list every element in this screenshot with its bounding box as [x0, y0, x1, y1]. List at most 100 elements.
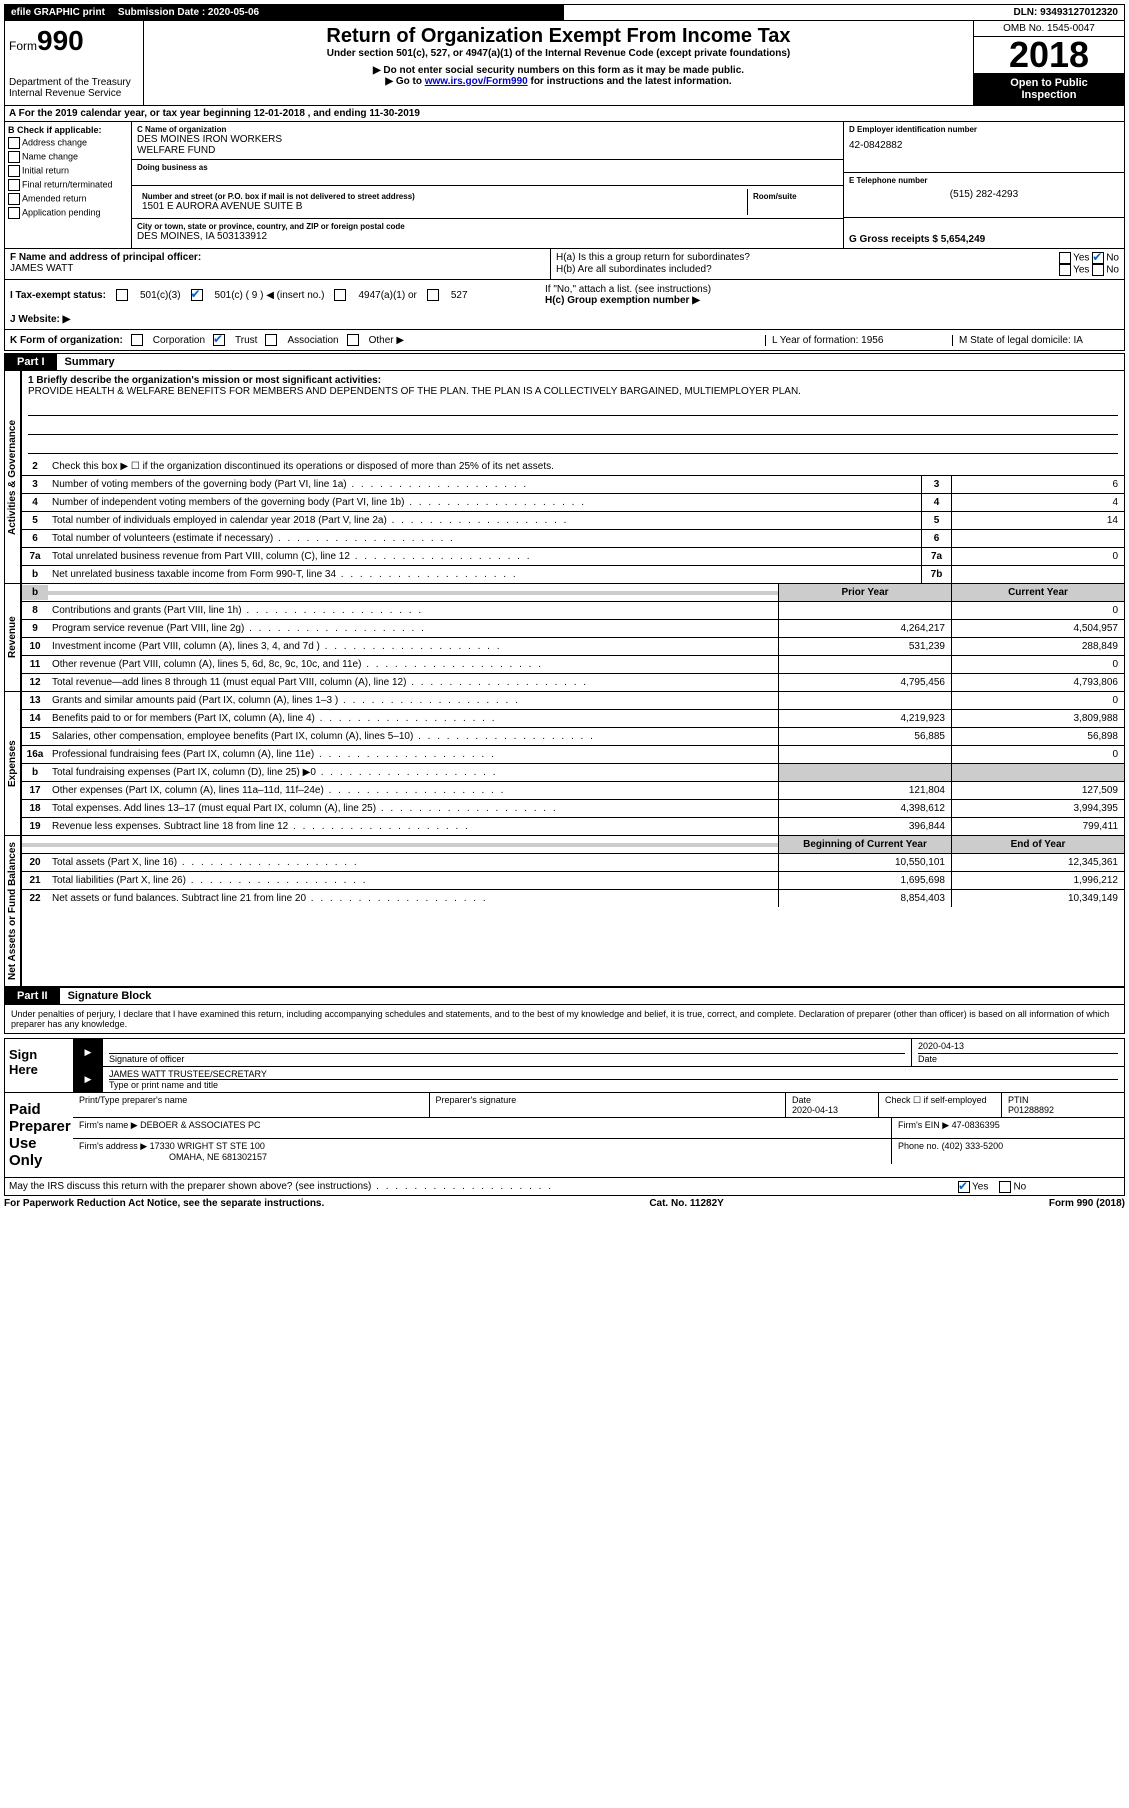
label-final-return: Final return/terminated [22, 179, 113, 189]
money-line: 11 Other revenue (Part VIII, column (A),… [22, 656, 1124, 674]
money-line: 16a Professional fundraising fees (Part … [22, 746, 1124, 764]
label-amended: Amended return [22, 193, 87, 203]
ha-no[interactable] [1092, 252, 1104, 264]
gov-line: b Net unrelated business taxable income … [22, 566, 1124, 583]
phone-value: (515) 282-4293 [849, 189, 1119, 200]
gov-line: 3 Number of voting members of the govern… [22, 476, 1124, 494]
sub3-pre: ▶ Go to [385, 76, 424, 87]
firm-ein-label: Firm's EIN ▶ [898, 1120, 949, 1130]
open-public: Open to Public Inspection [974, 73, 1124, 105]
ln-desc: Total number of volunteers (estimate if … [48, 531, 921, 546]
ln-desc: Total assets (Part X, line 16) [48, 855, 778, 870]
ln-box: 6 [921, 530, 951, 547]
tax-501c3[interactable] [116, 289, 128, 301]
discuss-yes[interactable] [958, 1181, 970, 1193]
ln-num: 4 [22, 495, 48, 510]
firm-ein: 47-0836395 [952, 1120, 1000, 1130]
prep-date: 2020-04-13 [792, 1105, 872, 1115]
k-trust[interactable] [213, 334, 225, 346]
money-line: 22 Net assets or fund balances. Subtract… [22, 890, 1124, 907]
ln-num: 8 [22, 603, 48, 618]
footer-right: Form 990 (2018) [1049, 1198, 1125, 1209]
hb-no[interactable] [1092, 264, 1104, 276]
ln-desc: Revenue less expenses. Subtract line 18 … [48, 819, 778, 834]
check-name-change[interactable] [8, 151, 20, 163]
col-boy: Beginning of Current Year [778, 836, 951, 853]
hb-yes[interactable] [1059, 264, 1071, 276]
money-line: 9 Program service revenue (Part VIII, li… [22, 620, 1124, 638]
ln-box: 7b [921, 566, 951, 583]
ln-current-year [951, 764, 1124, 781]
ha-label: H(a) Is this a group return for subordin… [556, 252, 750, 264]
tax-527[interactable] [427, 289, 439, 301]
k-other[interactable] [347, 334, 359, 346]
ln-num: 21 [22, 873, 48, 888]
check-app-pending[interactable] [8, 207, 20, 219]
declaration-text: Under penalties of perjury, I declare th… [4, 1005, 1125, 1034]
form-subtitle-3: ▶ Go to www.irs.gov/Form990 for instruct… [148, 76, 969, 87]
form-subtitle-2: ▶ Do not enter social security numbers o… [148, 65, 969, 76]
efile-button[interactable]: efile GRAPHIC print [5, 5, 112, 20]
col-prior-year: Prior Year [778, 584, 951, 601]
sig-name: JAMES WATT TRUSTEE/SECRETARY [109, 1069, 1118, 1080]
ln-box: 7a [921, 548, 951, 565]
ln-current-year: 12,345,361 [951, 854, 1124, 871]
label-name-change: Name change [22, 151, 78, 161]
ln-current-year: 1,996,212 [951, 872, 1124, 889]
ln-desc: Salaries, other compensation, employee b… [48, 729, 778, 744]
money-line: 12 Total revenue—add lines 8 through 11 … [22, 674, 1124, 691]
ln2-num: 2 [22, 459, 48, 474]
ln-desc: Net unrelated business taxable income fr… [48, 567, 921, 582]
k-corp-label: Corporation [153, 335, 205, 346]
discuss-no[interactable] [999, 1181, 1011, 1193]
open-line1: Open to Public [978, 77, 1120, 89]
box-h: H(a) Is this a group return for subordin… [551, 249, 1124, 279]
ln-desc: Program service revenue (Part VIII, line… [48, 621, 778, 636]
form990-link[interactable]: www.irs.gov/Form990 [425, 76, 528, 87]
k-corp[interactable] [131, 334, 143, 346]
ln-prior-year: 56,885 [778, 728, 951, 745]
box-c: C Name of organization DES MOINES IRON W… [132, 122, 844, 248]
k-trust-label: Trust [235, 335, 257, 346]
label-address-change: Address change [22, 137, 87, 147]
paid-preparer-label: Paid Preparer Use Only [5, 1093, 73, 1177]
ln-current-year: 0 [951, 602, 1124, 619]
footer: For Paperwork Reduction Act Notice, see … [4, 1196, 1125, 1211]
row-a-taxyear: A For the 2019 calendar year, or tax yea… [4, 106, 1125, 122]
k-assoc-label: Association [287, 335, 338, 346]
org-name-label: C Name of organization [137, 125, 838, 134]
ln-val [951, 566, 1124, 583]
ln-num: 14 [22, 711, 48, 726]
ha-yes[interactable] [1059, 252, 1071, 264]
box-f: F Name and address of principal officer:… [5, 249, 551, 279]
hb-label: H(b) Are all subordinates included? [556, 264, 712, 276]
ln-num: 9 [22, 621, 48, 636]
tax-501c[interactable] [191, 289, 203, 301]
money-line: 14 Benefits paid to or for members (Part… [22, 710, 1124, 728]
ln-num: 12 [22, 675, 48, 690]
check-amended[interactable] [8, 193, 20, 205]
check-initial-return[interactable] [8, 165, 20, 177]
tax-4947[interactable] [334, 289, 346, 301]
check-final-return[interactable] [8, 179, 20, 191]
ln-num: 20 [22, 855, 48, 870]
part2-tab: Part II [5, 988, 60, 1004]
org-name-1: DES MOINES IRON WORKERS [137, 134, 838, 145]
ln-desc: Other expenses (Part IX, column (A), lin… [48, 783, 778, 798]
line1-text: PROVIDE HEALTH & WELFARE BENEFITS FOR ME… [28, 386, 1118, 397]
row-j: J Website: ▶ [4, 310, 1125, 330]
section-net-assets: Net Assets or Fund Balances Beginning of… [4, 836, 1125, 987]
exp-side-label: Expenses [5, 692, 22, 835]
ln-prior-year: 1,695,698 [778, 872, 951, 889]
ln-prior-year: 8,854,403 [778, 890, 951, 907]
firm-name-label: Firm's name ▶ [79, 1120, 138, 1130]
ln-prior-year: 4,398,612 [778, 800, 951, 817]
prep-name-label: Print/Type preparer's name [73, 1093, 430, 1117]
sig-date: 2020-04-13 [918, 1041, 1118, 1054]
check-address-change[interactable] [8, 137, 20, 149]
ln-current-year: 3,994,395 [951, 800, 1124, 817]
gov-side-label: Activities & Governance [5, 371, 22, 583]
arrow-icon: ▶ [73, 1039, 103, 1066]
k-assoc[interactable] [265, 334, 277, 346]
money-line: 18 Total expenses. Add lines 13–17 (must… [22, 800, 1124, 818]
